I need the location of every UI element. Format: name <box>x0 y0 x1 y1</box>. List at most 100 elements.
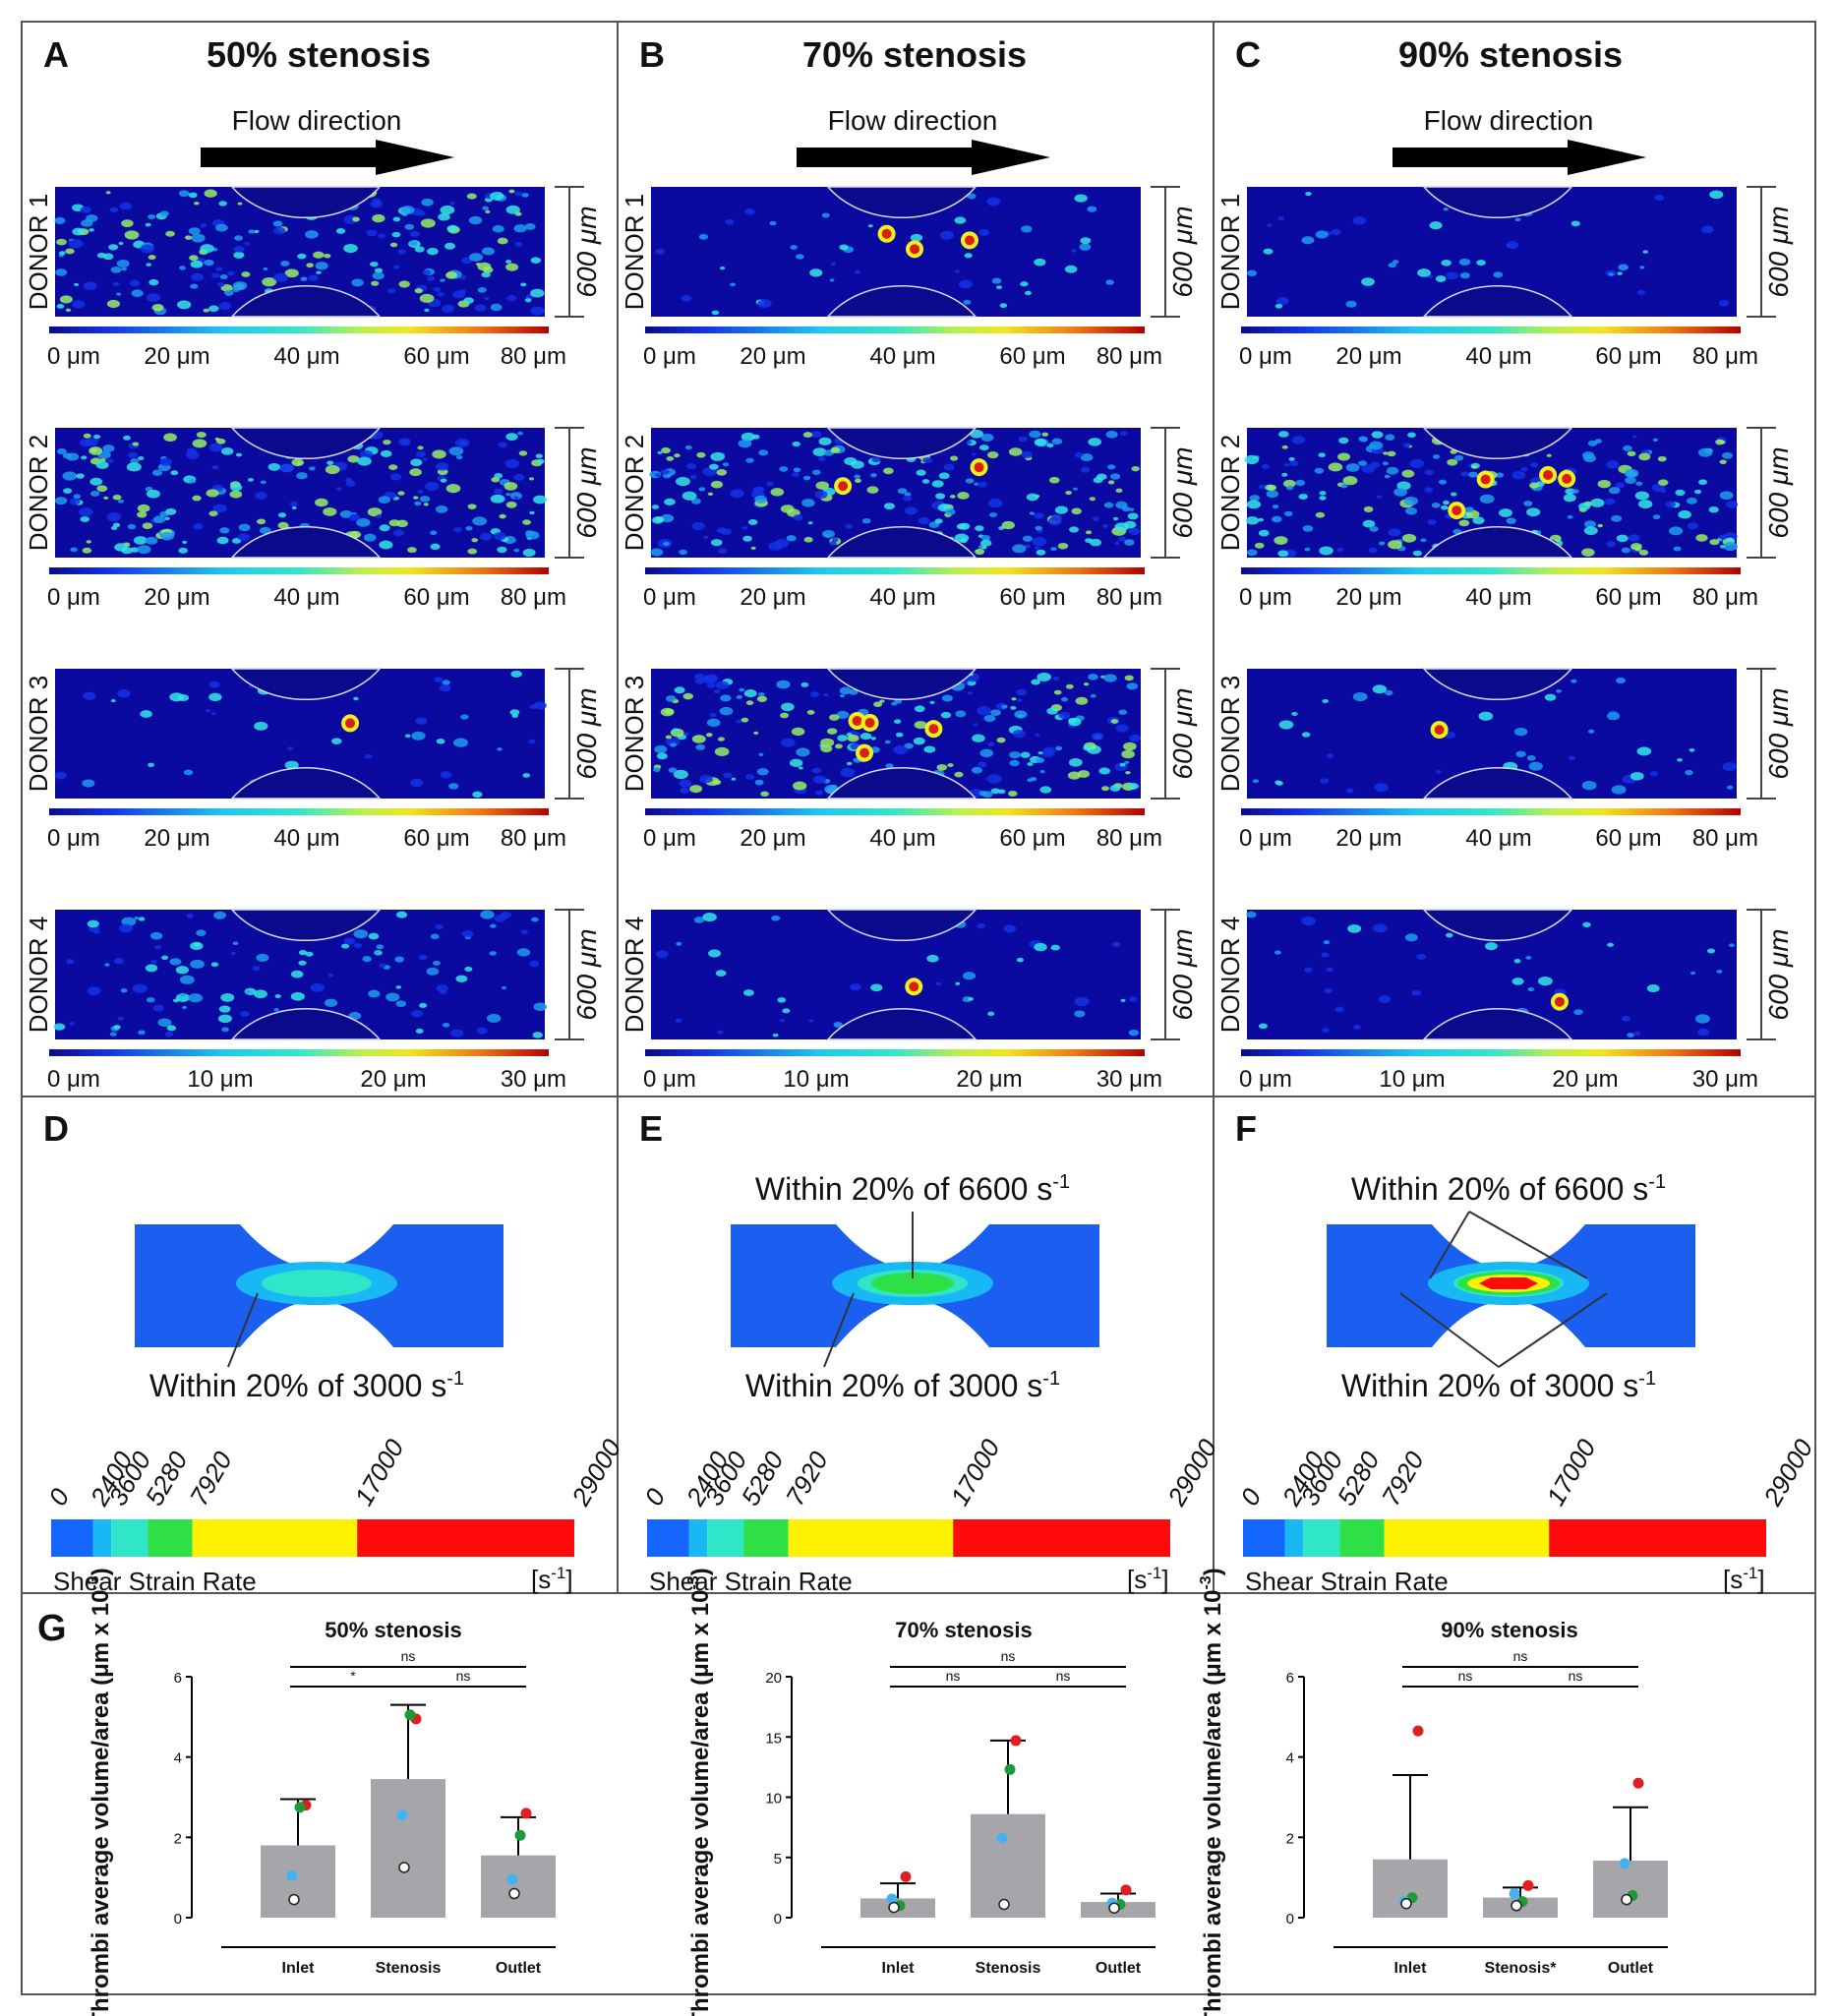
heatmap-blob <box>164 516 170 520</box>
y-axis-label: Thrombi average volume/area (μm x 10-3) <box>685 1568 714 2016</box>
heatmap-blob <box>1115 724 1129 733</box>
heatmap-blob <box>391 231 401 238</box>
heatmap-blob <box>1642 250 1648 254</box>
heatmap-blob <box>980 534 991 541</box>
heatmap-blob <box>514 241 523 247</box>
heatmap-blob <box>387 287 396 294</box>
heatmap-blob <box>1441 504 1449 510</box>
heatmap-blob <box>655 248 666 255</box>
thickness-scale-tick: 60 μm <box>403 584 469 611</box>
heatmap-blob <box>1495 472 1505 478</box>
thrombus-hotspot-core <box>838 481 849 492</box>
heatmap-blob <box>82 779 95 788</box>
heatmap-blob <box>1527 986 1535 992</box>
y-tick-label: 20 <box>765 1670 782 1687</box>
panel-letter: G <box>37 1608 67 1649</box>
thrombus-hotspot-core <box>1554 996 1565 1007</box>
heatmap-blob <box>708 949 722 958</box>
heatmap-blob <box>159 210 169 217</box>
heatmap-blob <box>203 308 209 313</box>
heatmap-blob <box>1427 519 1437 525</box>
heatmap-blob <box>489 951 497 956</box>
heatmap-blob <box>134 916 140 919</box>
shear-scale-segment <box>148 1519 193 1557</box>
heatmap-blob <box>656 950 669 959</box>
annotation-high-shear: Within 20% of 6600 s-1 <box>755 1171 1070 1207</box>
heatmap-blob <box>440 478 447 483</box>
heatmap-blob <box>421 198 434 207</box>
heatmap-blob <box>1698 447 1713 457</box>
heatmap-blob <box>1080 453 1094 462</box>
heatmap-blob <box>1528 761 1543 771</box>
thickness-scale-tick: 80 μm <box>1096 825 1162 852</box>
thickness-scale-tick: 60 μm <box>1595 825 1661 852</box>
heatmap-blob <box>1069 526 1080 533</box>
heatmap-blob <box>121 219 134 228</box>
heatmap-blob <box>193 523 204 530</box>
heatmap-blob <box>499 513 506 519</box>
scale-bar-label: 600 μm <box>1167 687 1198 779</box>
heatmap-blob <box>190 959 205 969</box>
heatmap-blob <box>490 923 497 928</box>
heatmap-blob <box>1453 454 1464 461</box>
panel-letter: A <box>43 34 69 75</box>
heatmap-blob <box>1254 542 1265 549</box>
heatmap-blob <box>455 454 463 460</box>
heatmap-blob <box>178 190 190 198</box>
heatmap-blob <box>116 292 122 296</box>
heatmap-blob <box>1315 230 1329 239</box>
heatmap-blob <box>1291 436 1306 445</box>
heatmap-blob <box>414 501 422 506</box>
flow-arrow-shaft <box>1393 148 1570 167</box>
shear-scale-segment <box>743 1519 789 1557</box>
shear-scale-tick: 0 <box>42 1483 75 1511</box>
thickness-scale-tick: 0 μm <box>643 1066 696 1093</box>
heatmap-blob <box>968 996 974 1001</box>
heatmap-blob <box>806 709 815 715</box>
heatmap-blob <box>190 941 204 951</box>
heatmap-blob <box>1624 468 1639 479</box>
heatmap-blob <box>715 970 727 977</box>
shear-scale-tick: 5280 <box>140 1446 194 1511</box>
heatmap-blob <box>674 686 685 694</box>
donor-point <box>294 1802 306 1813</box>
thickness-scale-tick: 0 μm <box>643 825 696 852</box>
heatmap-blob <box>1352 216 1366 225</box>
heatmap-blob <box>779 1019 785 1023</box>
heatmap-blob <box>89 446 103 455</box>
stenosis-upper <box>1422 909 1573 941</box>
heatmap-blob <box>272 220 283 227</box>
heatmap-blob <box>273 1008 279 1012</box>
heatmap-blob <box>191 272 205 281</box>
heatmap-blob <box>967 193 977 200</box>
heatmap-blob <box>1127 512 1139 520</box>
heatmap-blob <box>165 230 175 237</box>
scale-bracket <box>555 668 584 800</box>
heatmap-blob <box>1288 456 1295 461</box>
heatmap-blob <box>698 233 709 240</box>
heatmap-blob <box>696 451 706 458</box>
heatmap-blob <box>273 226 286 235</box>
heatmap-blob <box>983 714 996 723</box>
heatmap-blob <box>510 670 522 678</box>
heatmap-blob <box>972 734 985 742</box>
heatmap-blob <box>1511 978 1524 985</box>
heatmap-blob <box>722 462 730 467</box>
heatmap-blob <box>943 463 955 471</box>
panel-e: E Within 20% of 6600 s-1 Within 20% of 300… <box>638 1108 1222 1596</box>
heatmap-blob <box>1258 517 1265 522</box>
heatmap-blob <box>1621 547 1630 554</box>
heatmap-blob <box>1371 431 1384 439</box>
heatmap-blob <box>146 263 152 267</box>
exponent: -1 <box>1648 1171 1666 1193</box>
heatmap-blob <box>1633 1031 1641 1037</box>
scale-bracket <box>1747 186 1776 318</box>
thickness-scale-tick: 40 μm <box>1465 343 1531 370</box>
heatmap-blob <box>1583 520 1597 528</box>
heatmap-blob <box>990 788 1000 795</box>
heatmap-blob <box>1016 688 1028 696</box>
thickness-scale-tick: 10 μm <box>187 1066 253 1093</box>
heatmap-blob <box>80 206 91 213</box>
heatmap-blob <box>440 205 455 215</box>
thickness-scale-tick: 0 μm <box>1239 825 1292 852</box>
